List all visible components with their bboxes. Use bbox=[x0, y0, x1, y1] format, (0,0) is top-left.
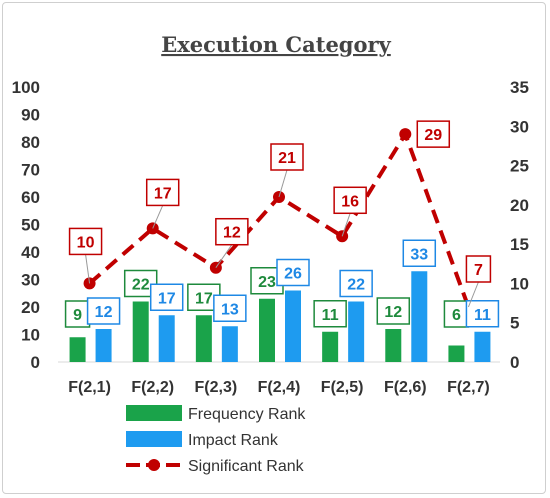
y-left-tick-label: 90 bbox=[21, 106, 40, 125]
impact-rank-bar bbox=[95, 329, 112, 362]
x-axis: F(2,1) F(2,2) F(2,3) F(2,4) F(2,5) F(2,6) F(2,… bbox=[68, 379, 490, 396]
significant-rank-label: 29 bbox=[424, 127, 442, 144]
frequency-rank-bar bbox=[322, 331, 339, 362]
impact-rank-label-box bbox=[339, 269, 373, 298]
significant-rank-label-box bbox=[145, 178, 180, 207]
legend-swatch bbox=[126, 405, 182, 421]
impact-rank-label-box bbox=[465, 300, 500, 328]
legend-swatch-marker bbox=[148, 459, 160, 471]
significant-rank-label: 7 bbox=[474, 262, 483, 279]
significant-rank-label: 16 bbox=[341, 193, 359, 210]
impact-rank-label: 26 bbox=[284, 266, 302, 283]
impact-rank-bar bbox=[474, 331, 491, 362]
impact-rank-label-box bbox=[276, 258, 310, 287]
frequency-rank-bar bbox=[195, 315, 212, 362]
frequency-rank-bar bbox=[69, 337, 86, 362]
data-label-leader-line bbox=[467, 281, 479, 308]
frequency-rank-label-box bbox=[313, 300, 347, 328]
data-labels: 9 22 17 23 11 12 6 12 17 13 26 22 33 11 10 17 12 21 16 29 7 bbox=[64, 120, 500, 328]
significant-rank-label: 10 bbox=[77, 234, 95, 251]
frequency-rank-label: 9 bbox=[73, 307, 82, 324]
legend-label: Impact Rank bbox=[188, 432, 279, 449]
data-label-leader-line bbox=[278, 169, 288, 198]
frequency-rank-label: 12 bbox=[384, 304, 402, 321]
frequency-rank-bar bbox=[132, 301, 149, 362]
frequency-rank-label: 22 bbox=[132, 277, 150, 294]
impact-rank-label: 11 bbox=[474, 307, 491, 324]
significant-rank-label-box bbox=[333, 186, 367, 215]
y-axis-right: 0 5 10 15 20 25 30 35 bbox=[510, 78, 529, 372]
frequency-rank-label: 17 bbox=[195, 290, 213, 307]
x-tick-label: F(2,3) bbox=[195, 379, 238, 396]
frequency-rank-label-box bbox=[443, 300, 470, 328]
impact-rank-label-box bbox=[86, 297, 121, 325]
impact-rank-label: 17 bbox=[158, 290, 176, 307]
y-right-tick-label: 15 bbox=[510, 235, 529, 254]
significant-rank-label-box bbox=[270, 143, 304, 171]
x-tick-label: F(2,4) bbox=[258, 379, 301, 396]
significant-rank-label-box bbox=[68, 227, 103, 256]
y-left-tick-label: 20 bbox=[21, 298, 40, 317]
y-left-tick-label: 80 bbox=[21, 133, 40, 152]
y-right-tick-label: 0 bbox=[510, 353, 519, 372]
impact-rank-bar bbox=[348, 301, 365, 362]
x-tick-label: F(2,6) bbox=[384, 379, 427, 396]
significant-rank-label: 17 bbox=[154, 185, 172, 202]
y-right-tick-label: 35 bbox=[510, 78, 529, 97]
frequency-rank-label-box bbox=[376, 297, 411, 325]
frequency-rank-bar bbox=[259, 298, 275, 362]
impact-rank-bar bbox=[221, 326, 238, 362]
y-right-tick-label: 5 bbox=[510, 314, 519, 333]
x-tick-label: F(2,1) bbox=[68, 379, 111, 396]
data-label-leader-line bbox=[85, 254, 91, 284]
significant-rank-label-box bbox=[215, 217, 249, 246]
impact-rank-label: 12 bbox=[95, 304, 113, 321]
y-right-tick-label: 30 bbox=[510, 117, 529, 136]
y-left-tick-label: 40 bbox=[21, 243, 40, 262]
data-label-leader-line bbox=[341, 213, 351, 237]
impact-rank-bar bbox=[411, 271, 428, 362]
significant-rank-label: 12 bbox=[223, 225, 241, 242]
significant-rank-point bbox=[399, 128, 412, 141]
frequency-rank-bar bbox=[385, 329, 402, 362]
impact-rank-label-box bbox=[213, 294, 247, 322]
chart-title: Execution Category bbox=[161, 32, 391, 57]
bars-group bbox=[69, 271, 491, 362]
impact-rank-label-box bbox=[402, 239, 437, 267]
impact-rank-label: 33 bbox=[410, 246, 428, 263]
data-label-leader-line bbox=[152, 205, 164, 229]
y-right-tick-label: 25 bbox=[510, 157, 529, 176]
frequency-rank-label: 6 bbox=[452, 307, 461, 324]
significant-rank-label: 21 bbox=[278, 150, 296, 167]
y-left-tick-label: 0 bbox=[31, 353, 40, 372]
data-label-leader-line bbox=[215, 244, 233, 268]
y-left-tick-label: 70 bbox=[21, 161, 40, 180]
y-axis-left: 0 10 20 30 40 50 60 70 80 90 100 bbox=[12, 78, 40, 372]
frequency-rank-label: 11 bbox=[322, 307, 339, 324]
y-right-tick-label: 20 bbox=[510, 196, 529, 215]
y-left-tick-label: 50 bbox=[21, 216, 40, 235]
legend-label: Frequency Rank bbox=[188, 406, 306, 423]
x-tick-label: F(2,2) bbox=[131, 379, 174, 396]
x-tick-label: F(2,5) bbox=[321, 379, 364, 396]
legend-label: Significant Rank bbox=[188, 458, 305, 475]
legend-swatch bbox=[126, 431, 182, 447]
x-tick-label: F(2,7) bbox=[447, 379, 490, 396]
significant-rank-label-box bbox=[465, 255, 492, 283]
legend: Frequency Rank Impact Rank Significant Ran… bbox=[126, 405, 306, 475]
frequency-rank-bar bbox=[448, 345, 465, 362]
y-left-tick-label: 10 bbox=[21, 326, 40, 345]
y-left-tick-label: 100 bbox=[12, 78, 40, 97]
impact-rank-label: 13 bbox=[221, 301, 239, 318]
impact-rank-bar bbox=[158, 315, 175, 362]
impact-rank-label: 22 bbox=[347, 277, 365, 294]
significant-rank-label-box bbox=[416, 120, 451, 148]
frequency-rank-label: 23 bbox=[258, 274, 276, 291]
y-right-tick-label: 10 bbox=[510, 274, 529, 293]
impact-rank-label-box bbox=[149, 283, 184, 311]
impact-rank-bar bbox=[285, 290, 301, 362]
y-left-tick-label: 60 bbox=[21, 188, 40, 207]
y-left-tick-label: 30 bbox=[21, 271, 40, 290]
